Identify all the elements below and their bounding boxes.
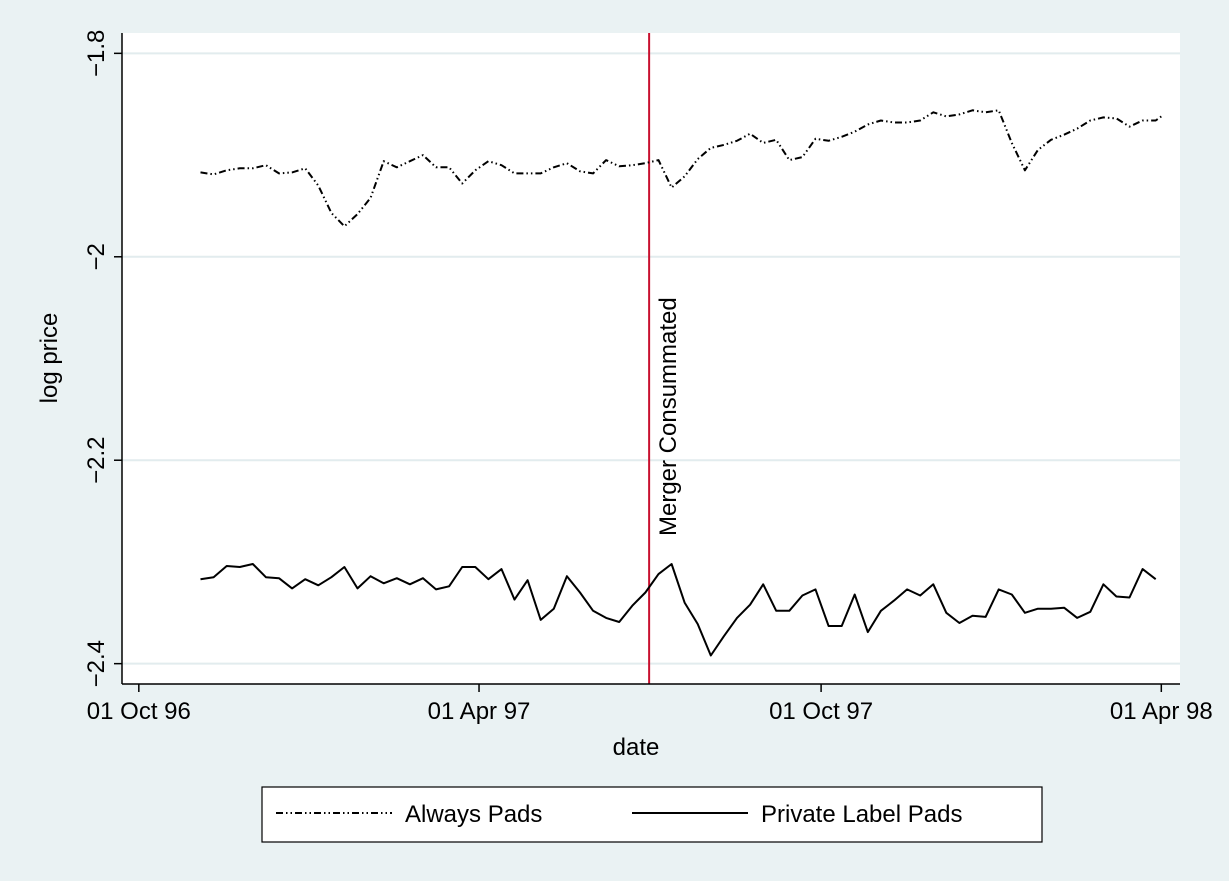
x-tick-label: 01 Apr 97: [428, 698, 531, 725]
merger-label: Merger Consummated: [655, 297, 682, 536]
series-lines: [200, 109, 1162, 657]
merger-annotation: Merger Consummated: [648, 33, 682, 684]
y-tick-label: −1.8: [83, 30, 110, 77]
legend-label-private-label-pads: Private Label Pads: [761, 801, 962, 828]
x-tick-label: 01 Oct 97: [769, 698, 873, 725]
plot-background: [122, 33, 1180, 684]
series-private-label-pads: [200, 563, 1157, 657]
gridlines: [122, 52, 1180, 665]
axes: −1.8 −2 −2.2 −2.4 01 Oct 96 01 Apr 97 01 Oct 9…: [83, 30, 1213, 725]
legend: Always Pads Private Label Pads: [261, 786, 1043, 843]
y-tick-label: −2.2: [83, 437, 110, 484]
x-tick-label: 01 Oct 96: [87, 698, 191, 725]
legend-label-always-pads: Always Pads: [405, 801, 542, 828]
y-tick-label: −2: [83, 243, 110, 270]
series-always-pads: [200, 109, 1162, 228]
y-tick-label: −2.4: [83, 640, 110, 687]
legend-box: [261, 786, 1043, 843]
y-axis-label: log price: [36, 313, 63, 404]
x-tick-label: 01 Apr 98: [1110, 698, 1213, 725]
x-axis-label: date: [613, 734, 660, 761]
